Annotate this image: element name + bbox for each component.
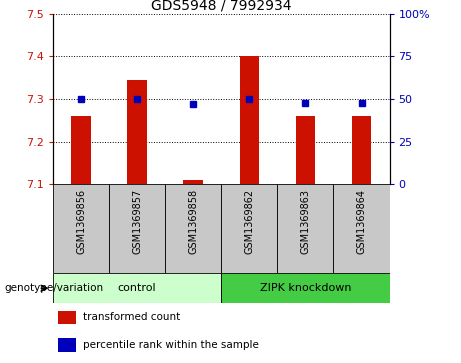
Text: GSM1369858: GSM1369858 (188, 189, 198, 254)
Bar (53, 273, 221, 303)
Bar (71, 116, 91, 184)
Text: GSM1369856: GSM1369856 (76, 189, 86, 254)
Bar (278, 184, 333, 273)
Title: GDS5948 / 7992934: GDS5948 / 7992934 (151, 0, 291, 13)
Text: GSM1369862: GSM1369862 (244, 189, 254, 254)
Text: ZIPK knockdown: ZIPK knockdown (260, 283, 351, 293)
Text: GSM1369857: GSM1369857 (132, 189, 142, 254)
Bar (352, 116, 371, 184)
Bar (240, 56, 259, 184)
Bar (58, 311, 76, 324)
Text: GSM1369864: GSM1369864 (356, 189, 366, 254)
Bar (109, 184, 165, 273)
Bar (58, 338, 76, 352)
Text: GSM1369863: GSM1369863 (301, 189, 310, 254)
Text: control: control (118, 283, 156, 293)
Text: percentile rank within the sample: percentile rank within the sample (83, 340, 259, 350)
Bar (165, 184, 221, 273)
Bar (333, 184, 390, 273)
Bar (296, 116, 315, 184)
Bar (53, 184, 109, 273)
Text: genotype/variation: genotype/variation (5, 283, 104, 293)
Bar (221, 184, 278, 273)
Text: transformed count: transformed count (83, 313, 180, 322)
Bar (221, 273, 390, 303)
Bar (127, 80, 147, 184)
Bar (183, 180, 203, 184)
